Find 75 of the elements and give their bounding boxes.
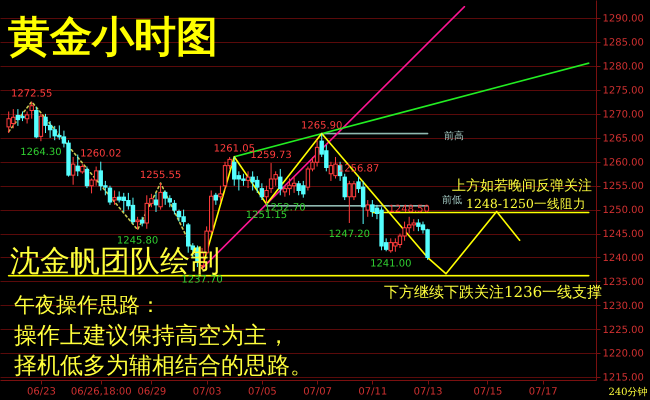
candlestick: [246, 170, 250, 189]
annotation: 前高: [444, 130, 464, 142]
candlestick: [154, 192, 158, 213]
y-tick-label: 1240.00: [602, 252, 644, 264]
candlestick: [84, 166, 90, 189]
text: 240分钟: [608, 386, 648, 398]
y-tick-label: 1235.00: [602, 276, 644, 288]
y-tick-label: 1280.00: [602, 62, 644, 73]
candlestick: [158, 182, 163, 210]
candlestick: [172, 200, 177, 215]
candlestick: [70, 156, 76, 186]
candlestick: [314, 140, 320, 168]
annotation: 择机低多为辅相结合的思路。: [14, 353, 313, 379]
candlestick: [366, 200, 370, 218]
annotation: 午夜操作思路：: [14, 293, 161, 317]
candlestick: [416, 218, 421, 232]
annotation: 上方如若晚间反弹关注: [452, 178, 592, 194]
y-tick-label: 1290.00: [602, 14, 644, 25]
candlestick: [282, 185, 288, 198]
x-tick-label: 07/11: [358, 386, 388, 398]
x-tick-label: 06/23: [26, 386, 56, 398]
annotation: 1264.30: [20, 147, 62, 158]
x-tick-label: 07/07: [303, 386, 332, 398]
candlestick: [278, 168, 282, 196]
y-tick-label: 1270.00: [602, 109, 644, 120]
candlestick: [80, 164, 85, 174]
y-tick-label: 1215.00: [602, 372, 644, 384]
candlestick: [360, 180, 366, 224]
x-tick-label: 07/05: [248, 386, 277, 398]
candlestick: [94, 166, 98, 186]
y-tick-label: 1220.00: [602, 348, 644, 360]
annotation: 1265.90: [301, 120, 342, 132]
y-tick-label: 1250.00: [602, 205, 644, 216]
candlestick: [135, 216, 140, 230]
y-tick-label: 1245.00: [602, 229, 644, 240]
candlestick: [218, 185, 223, 203]
chart-title: 黄金小时图: [8, 12, 218, 61]
annotation: 操作上建议保持高空为主，: [14, 323, 290, 349]
annotation: 1260.02: [80, 148, 122, 160]
candlestick: [76, 154, 80, 177]
candlestick: [140, 216, 144, 227]
candlestick: [347, 180, 352, 224]
x-tick-label: 07/03: [192, 386, 222, 398]
y-tick-label: 1275.00: [602, 85, 644, 96]
y-tick-label: 1255.00: [602, 181, 644, 192]
annotation: 1255.55: [140, 170, 182, 182]
x-tick-label: 07/17: [528, 386, 558, 398]
x-tick-label: 06/29: [137, 386, 166, 398]
annotation: 1272.55: [11, 88, 52, 100]
annotation: 1248-1250一线阻力: [466, 196, 586, 211]
annotation: 1245.80: [116, 236, 158, 247]
candlestick: [181, 209, 186, 227]
x-tick-label: 07/13: [414, 386, 442, 398]
y-tick-label: 1265.00: [602, 133, 644, 144]
annotation: 1241.00: [370, 258, 412, 270]
candlestick: [370, 200, 375, 218]
annotation: 下方继续下跌关注1236一线支撑: [384, 283, 602, 301]
candlestick: [112, 190, 117, 206]
x-tick-label: 06/26,18:00: [70, 386, 132, 398]
annotation: 1248.50: [388, 204, 430, 215]
annotation: 1247.20: [328, 229, 370, 240]
y-tick-label: 1260.00: [602, 157, 644, 168]
candlestick: [108, 185, 112, 206]
candlestick: [328, 161, 334, 182]
candlestick: [16, 108, 20, 126]
annotation: 前低: [442, 194, 462, 206]
y-tick-label: 1230.00: [602, 300, 644, 312]
candlestick: [273, 170, 278, 186]
candlestick: [214, 192, 218, 206]
candlestick: [292, 176, 296, 194]
y-tick-label: 1225.00: [602, 324, 644, 336]
candlestick: [38, 113, 44, 142]
y-tick-label: 1285.00: [602, 38, 644, 49]
candlestick: [264, 185, 269, 205]
x-tick-label: 07/15: [474, 386, 502, 398]
